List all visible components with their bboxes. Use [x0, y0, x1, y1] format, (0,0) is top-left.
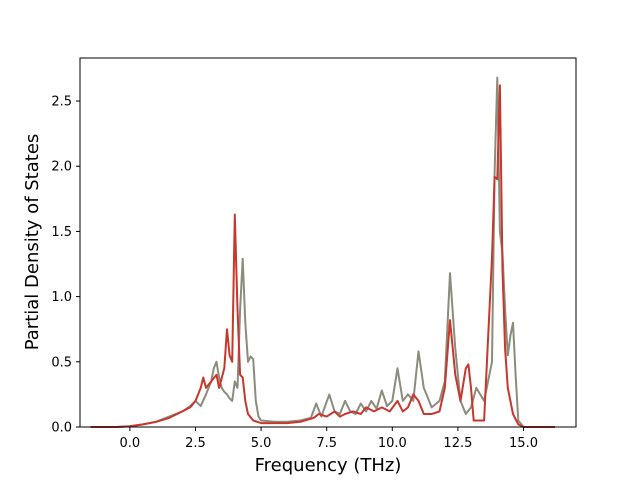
y-tick-label: 2.0 [51, 160, 72, 175]
y-tick-label: 1.0 [51, 290, 72, 305]
plot-frame [79, 57, 577, 428]
x-axis: 0.0 2.5 5.0 7.5 10.0 12.5 15.0 [120, 427, 538, 451]
plot-area [90, 76, 555, 428]
x-tick-label: 5.0 [251, 436, 272, 451]
y-tick-label: 1.5 [51, 225, 72, 240]
y-axis-label: Partial Density of States [22, 134, 43, 351]
y-tick-label: 0.5 [51, 355, 72, 370]
x-tick-label: 0.0 [120, 436, 141, 451]
series-line-2 [90, 84, 555, 428]
x-axis-label: Frequency (THz) [255, 455, 402, 476]
y-axis: 0.0 0.5 1.0 1.5 2.0 2.5 [51, 95, 80, 436]
x-tick-label: 15.0 [509, 436, 538, 451]
y-tick-label: 2.5 [51, 95, 72, 110]
x-tick-label: 10.0 [378, 436, 407, 451]
x-tick-label: 2.5 [185, 436, 206, 451]
x-tick-label: 7.5 [316, 436, 337, 451]
x-tick-label: 12.5 [443, 436, 472, 451]
y-tick-label: 0.0 [51, 421, 72, 436]
